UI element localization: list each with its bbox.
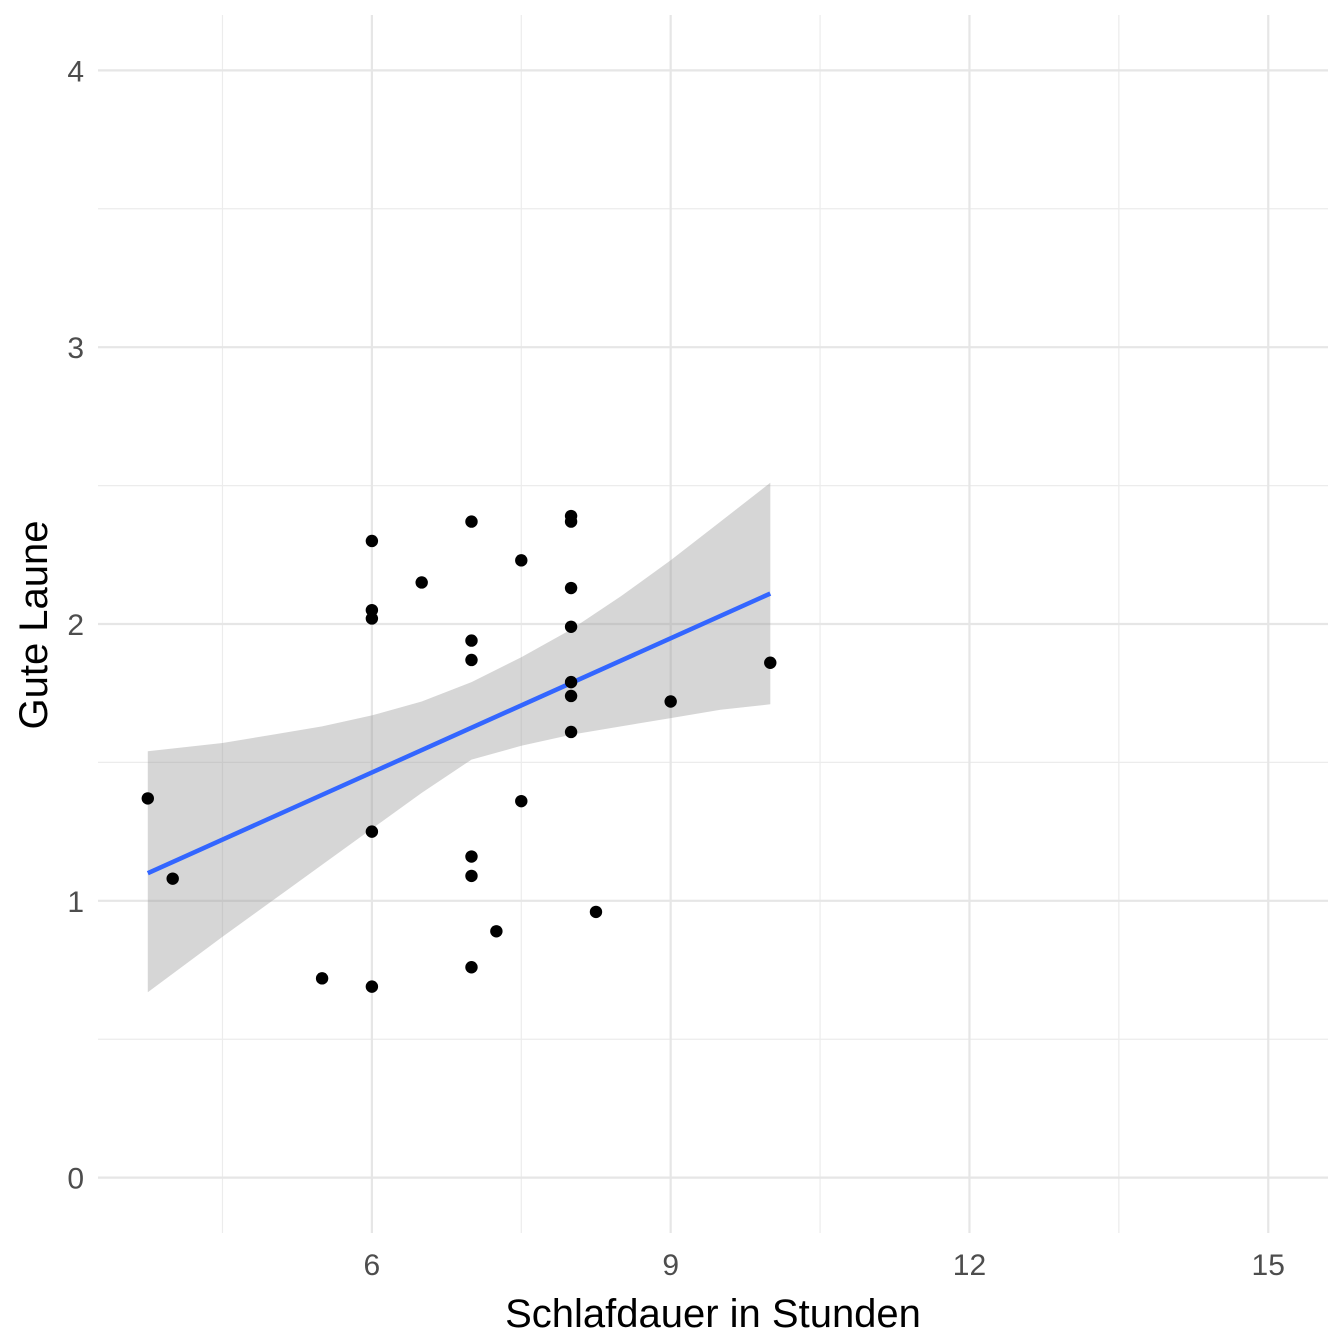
x-tick-labels: 6 9 12 15 bbox=[364, 1249, 1285, 1282]
y-tick-label: 4 bbox=[67, 55, 84, 88]
data-point bbox=[365, 825, 379, 838]
x-tick-label: 15 bbox=[1252, 1249, 1285, 1282]
y-tick-label: 3 bbox=[67, 332, 84, 365]
x-tick-label: 12 bbox=[953, 1249, 986, 1282]
data-point bbox=[490, 925, 503, 938]
data-point bbox=[564, 725, 578, 739]
data-point bbox=[664, 695, 677, 708]
data-point bbox=[564, 581, 578, 595]
data-point bbox=[415, 576, 428, 589]
x-tick-label: 6 bbox=[364, 1249, 381, 1282]
confidence-band-layer bbox=[147, 482, 771, 993]
data-point bbox=[166, 872, 179, 885]
regression-line bbox=[146, 591, 772, 876]
confidence-band bbox=[147, 482, 771, 993]
data-point bbox=[515, 554, 528, 567]
data-point bbox=[764, 656, 777, 669]
y-tick-label: 0 bbox=[67, 1163, 84, 1196]
data-point bbox=[365, 980, 379, 993]
data-point bbox=[465, 961, 478, 974]
data-point bbox=[465, 850, 478, 863]
data-point bbox=[365, 612, 379, 625]
data-point bbox=[365, 534, 379, 548]
data-point bbox=[564, 620, 578, 633]
data-point bbox=[515, 794, 528, 808]
grid bbox=[98, 15, 1328, 1233]
data-point bbox=[465, 515, 478, 528]
data-point bbox=[315, 972, 329, 985]
y-tick-label: 1 bbox=[67, 886, 84, 919]
data-points bbox=[141, 509, 777, 993]
x-axis-title: Schlafdauer in Stunden bbox=[505, 1292, 921, 1336]
data-point bbox=[564, 515, 578, 528]
data-point bbox=[465, 869, 478, 883]
data-point bbox=[564, 675, 578, 689]
data-point bbox=[465, 653, 478, 667]
y-tick-label: 2 bbox=[67, 609, 84, 642]
data-point bbox=[564, 689, 578, 703]
data-point bbox=[141, 792, 154, 805]
data-point bbox=[465, 634, 478, 647]
data-point bbox=[589, 905, 603, 919]
y-tick-labels: 0 1 2 3 4 bbox=[67, 55, 84, 1195]
fit-line-layer bbox=[146, 591, 772, 876]
y-axis-title: Gute Laune bbox=[12, 520, 56, 729]
x-tick-label: 9 bbox=[662, 1249, 679, 1282]
